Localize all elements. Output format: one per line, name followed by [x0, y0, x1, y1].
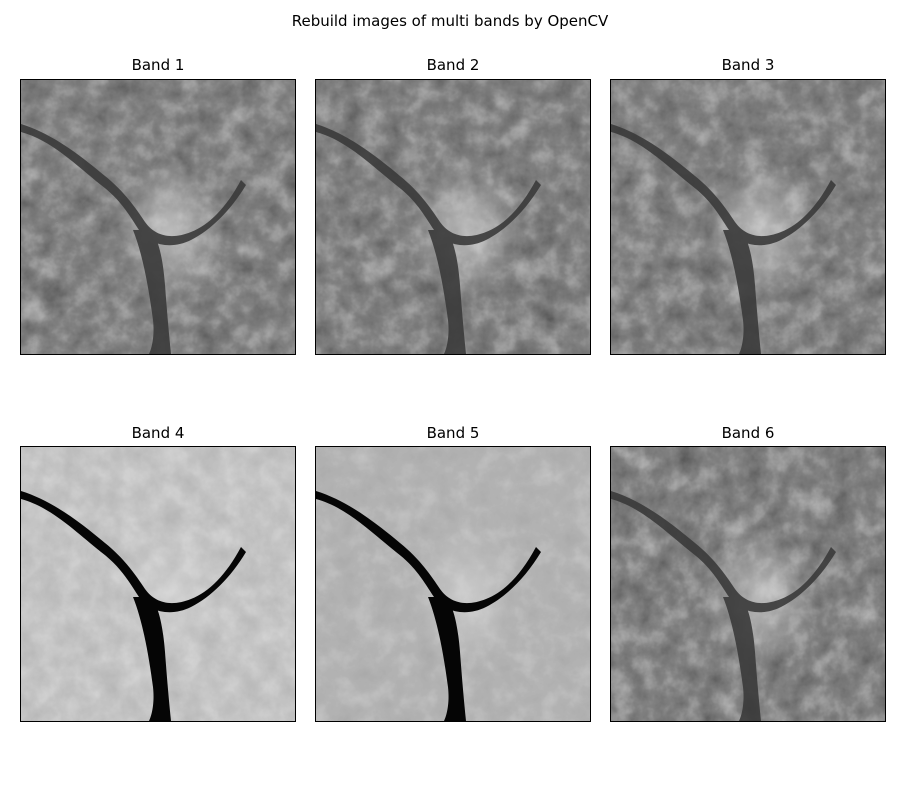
- city-core: [116, 527, 226, 667]
- panel-title: Band 6: [721, 424, 775, 442]
- band-image: [610, 79, 886, 355]
- band-image: [20, 446, 296, 722]
- satellite-image: [21, 80, 295, 354]
- satellite-image: [21, 447, 295, 721]
- band-image: [20, 79, 296, 355]
- satellite-image: [611, 80, 885, 354]
- city-core: [706, 527, 816, 667]
- panel-title: Band 4: [131, 424, 185, 442]
- panel-title: Band 2: [426, 56, 480, 74]
- satellite-image: [316, 447, 590, 721]
- panel-title: Band 1: [131, 56, 185, 74]
- panel-title: Band 5: [426, 424, 480, 442]
- satellite-image: [611, 447, 885, 721]
- panel-title: Band 3: [721, 56, 775, 74]
- figure-title: Rebuild images of multi bands by OpenCV: [291, 12, 609, 30]
- city-core: [706, 160, 816, 300]
- city-core: [411, 160, 521, 300]
- city-core: [411, 527, 521, 667]
- band-image: [610, 446, 886, 722]
- satellite-image: [316, 80, 590, 354]
- band-image: [315, 79, 591, 355]
- city-core: [116, 160, 226, 300]
- band-image: [315, 446, 591, 722]
